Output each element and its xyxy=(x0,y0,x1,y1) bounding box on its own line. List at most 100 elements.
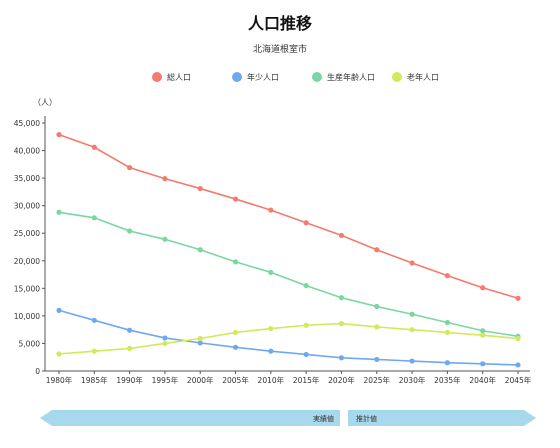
data-point xyxy=(303,282,309,289)
data-point xyxy=(515,362,521,368)
data-point xyxy=(268,207,274,213)
data-point xyxy=(374,303,380,310)
data-point xyxy=(268,325,274,332)
x-tick-label: 2030年 xyxy=(399,375,426,385)
legend-dot-youth xyxy=(232,72,242,82)
x-tick-label: 1990年 xyxy=(116,375,143,385)
data-point xyxy=(409,260,415,266)
data-point xyxy=(162,335,168,341)
data-point xyxy=(409,327,415,333)
series-line-1 xyxy=(58,309,519,366)
data-point xyxy=(374,356,380,363)
legend-item-working[interactable]: 生産年齢人口 xyxy=(312,70,375,84)
legend: 総人口 年少人口 生産年齢人口 老年人口 xyxy=(0,70,560,84)
legend-dot-elderly xyxy=(392,72,402,82)
y-tick-label: 10,000 xyxy=(14,312,40,321)
x-tick-label: 2015年 xyxy=(293,375,320,385)
x-tick-label: 2025年 xyxy=(363,375,390,385)
legend-label-total: 総人口 xyxy=(167,72,191,82)
data-point xyxy=(232,329,239,336)
data-point xyxy=(444,319,450,326)
x-tick-label: 2020年 xyxy=(328,375,355,385)
data-point xyxy=(374,324,380,330)
x-tick-label: 2035年 xyxy=(434,375,461,385)
x-tick-label: 2000年 xyxy=(187,375,214,385)
data-point xyxy=(127,165,133,171)
data-point xyxy=(480,361,486,367)
data-point xyxy=(232,344,239,350)
data-point xyxy=(162,176,168,182)
x-tick-label: 2045年 xyxy=(505,375,532,385)
data-point xyxy=(91,144,97,150)
data-point xyxy=(56,209,62,215)
y-tick-label: 20,000 xyxy=(14,257,40,266)
legend-label-elderly: 老年人口 xyxy=(407,72,439,82)
estimate-period-arrow xyxy=(348,410,536,426)
legend-label-working: 生産年齢人口 xyxy=(327,72,375,82)
x-tick-label: 2010年 xyxy=(258,375,285,385)
x-tick-label: 1995年 xyxy=(152,375,179,385)
legend-item-youth[interactable]: 年少人口 xyxy=(232,70,279,84)
data-point xyxy=(303,351,309,358)
data-point xyxy=(197,247,203,253)
legend-item-elderly[interactable]: 老年人口 xyxy=(392,70,439,84)
data-point xyxy=(444,273,450,279)
data-point xyxy=(91,348,97,354)
chart-subtitle: 北海道根室市 xyxy=(252,45,307,55)
x-tick-label: 2040年 xyxy=(469,375,496,385)
data-point xyxy=(515,335,521,342)
data-point xyxy=(338,232,345,239)
data-point xyxy=(338,295,345,301)
data-point xyxy=(56,131,62,138)
y-tick-label: 15,000 xyxy=(14,284,40,293)
legend-dot-working xyxy=(312,72,322,82)
data-point xyxy=(444,360,450,366)
actual-period-arrow xyxy=(40,410,340,426)
data-point xyxy=(127,228,133,234)
y-tick-label: 35,000 xyxy=(14,174,40,183)
data-point xyxy=(268,269,274,275)
data-point xyxy=(56,307,62,313)
series-line-2 xyxy=(58,211,519,338)
actual-period-label: 実績値 xyxy=(313,414,334,423)
legend-label-youth: 年少人口 xyxy=(247,72,279,82)
data-point xyxy=(515,295,521,301)
data-point xyxy=(338,321,345,327)
data-point xyxy=(480,328,486,334)
data-point xyxy=(374,247,380,253)
x-tick-label: 2005年 xyxy=(222,375,249,385)
data-point xyxy=(162,340,168,347)
chart-title: 人口推移 xyxy=(247,14,312,33)
y-tick-label: 5,000 xyxy=(19,339,41,348)
legend-item-total[interactable]: 総人口 xyxy=(152,70,191,84)
data-point xyxy=(127,345,133,352)
data-point xyxy=(409,311,415,317)
data-point xyxy=(303,322,309,328)
data-point xyxy=(268,348,274,354)
data-point xyxy=(444,329,450,336)
data-point xyxy=(91,215,97,221)
data-point xyxy=(232,259,239,265)
estimate-period-label: 推計値 xyxy=(356,414,377,423)
data-point xyxy=(338,355,345,361)
series-line-0 xyxy=(58,133,519,300)
y-axis-label: （人） xyxy=(33,98,57,107)
y-tick-label: 40,000 xyxy=(14,147,40,156)
x-tick-label: 1980年 xyxy=(46,375,73,385)
y-tick-label: 0 xyxy=(35,367,40,376)
y-tick-label: 45,000 xyxy=(14,119,40,128)
x-tick-label: 1985年 xyxy=(81,375,108,385)
data-point xyxy=(197,340,203,346)
data-point xyxy=(480,332,486,338)
data-point xyxy=(480,285,486,291)
data-point xyxy=(232,196,239,202)
series-line-3 xyxy=(58,322,519,355)
y-tick-label: 30,000 xyxy=(14,202,40,211)
data-point xyxy=(197,185,203,192)
data-point xyxy=(162,236,168,242)
data-point xyxy=(91,317,97,323)
data-point xyxy=(303,220,309,226)
y-tick-label: 25,000 xyxy=(14,229,40,238)
